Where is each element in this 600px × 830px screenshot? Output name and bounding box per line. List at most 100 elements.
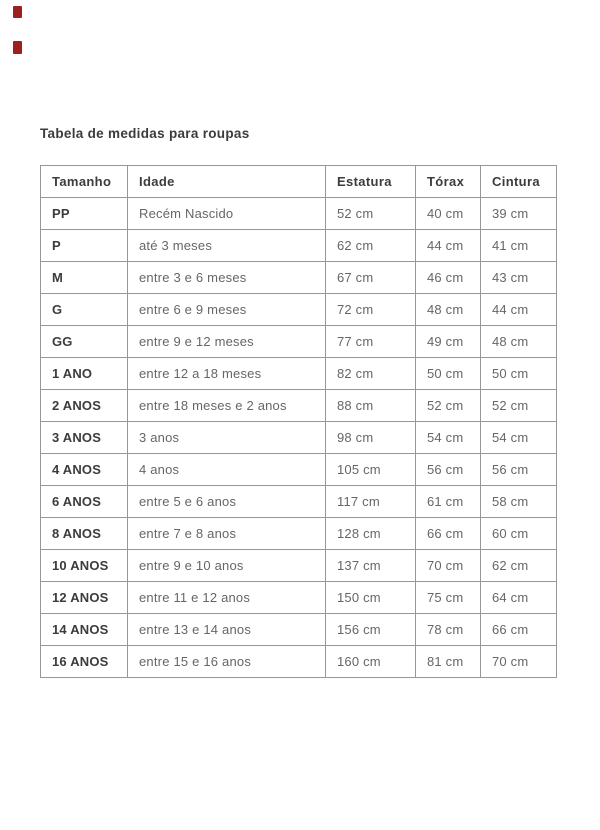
column-header-idade: Idade (127, 165, 326, 198)
waist-cell: 66 cm (480, 613, 557, 646)
height-cell: 52 cm (325, 197, 416, 230)
age-cell: entre 11 e 12 anos (127, 581, 326, 614)
table-row: 14 ANOS entre 13 e 14 anos 156 cm 78 cm … (40, 613, 557, 646)
size-cell: 10 ANOS (40, 549, 128, 582)
size-cell: 2 ANOS (40, 389, 128, 422)
height-cell: 77 cm (325, 325, 416, 358)
waist-cell: 44 cm (480, 293, 557, 326)
waist-cell: 54 cm (480, 421, 557, 454)
column-header-estatura: Estatura (325, 165, 416, 198)
table-row: GG entre 9 e 12 meses 77 cm 49 cm 48 cm (40, 325, 557, 358)
chest-cell: 52 cm (415, 389, 481, 422)
age-cell: Recém Nascido (127, 197, 326, 230)
waist-cell: 70 cm (480, 645, 557, 678)
height-cell: 62 cm (325, 229, 416, 262)
age-cell: entre 6 e 9 meses (127, 293, 326, 326)
chest-cell: 44 cm (415, 229, 481, 262)
chest-cell: 49 cm (415, 325, 481, 358)
waist-cell: 41 cm (480, 229, 557, 262)
age-cell: entre 13 e 14 anos (127, 613, 326, 646)
size-cell: 1 ANO (40, 357, 128, 390)
height-cell: 88 cm (325, 389, 416, 422)
size-cell: M (40, 261, 128, 294)
size-cell: 6 ANOS (40, 485, 128, 518)
chest-cell: 81 cm (415, 645, 481, 678)
size-cell: 3 ANOS (40, 421, 128, 454)
height-cell: 160 cm (325, 645, 416, 678)
height-cell: 128 cm (325, 517, 416, 550)
header-row: Tamanho Idade Estatura Tórax Cintura (40, 165, 557, 198)
size-cell: 14 ANOS (40, 613, 128, 646)
chest-cell: 66 cm (415, 517, 481, 550)
red-mark-top (13, 6, 22, 18)
size-cell: 12 ANOS (40, 581, 128, 614)
size-cell: GG (40, 325, 128, 358)
age-cell: 4 anos (127, 453, 326, 486)
chest-cell: 75 cm (415, 581, 481, 614)
size-cell: G (40, 293, 128, 326)
table-row: P até 3 meses 62 cm 44 cm 41 cm (40, 229, 557, 262)
age-cell: entre 5 e 6 anos (127, 485, 326, 518)
height-cell: 105 cm (325, 453, 416, 486)
table-row: M entre 3 e 6 meses 67 cm 46 cm 43 cm (40, 261, 557, 294)
table-row: 10 ANOS entre 9 e 10 anos 137 cm 70 cm 6… (40, 549, 557, 582)
waist-cell: 56 cm (480, 453, 557, 486)
height-cell: 156 cm (325, 613, 416, 646)
height-cell: 67 cm (325, 261, 416, 294)
waist-cell: 62 cm (480, 549, 557, 582)
chest-cell: 46 cm (415, 261, 481, 294)
chest-cell: 48 cm (415, 293, 481, 326)
column-header-torax: Tórax (415, 165, 481, 198)
waist-cell: 48 cm (480, 325, 557, 358)
age-cell: 3 anos (127, 421, 326, 454)
chest-cell: 61 cm (415, 485, 481, 518)
chest-cell: 54 cm (415, 421, 481, 454)
waist-cell: 43 cm (480, 261, 557, 294)
waist-cell: 50 cm (480, 357, 557, 390)
height-cell: 137 cm (325, 549, 416, 582)
age-cell: entre 12 a 18 meses (127, 357, 326, 390)
table-row: 4 ANOS 4 anos 105 cm 56 cm 56 cm (40, 453, 557, 486)
page-title: Tabela de medidas para roupas (40, 126, 250, 141)
table-row: 3 ANOS 3 anos 98 cm 54 cm 54 cm (40, 421, 557, 454)
waist-cell: 60 cm (480, 517, 557, 550)
waist-cell: 39 cm (480, 197, 557, 230)
height-cell: 82 cm (325, 357, 416, 390)
height-cell: 117 cm (325, 485, 416, 518)
age-cell: entre 9 e 12 meses (127, 325, 326, 358)
table-row: 6 ANOS entre 5 e 6 anos 117 cm 61 cm 58 … (40, 485, 557, 518)
height-cell: 150 cm (325, 581, 416, 614)
waist-cell: 64 cm (480, 581, 557, 614)
table-row: 8 ANOS entre 7 e 8 anos 128 cm 66 cm 60 … (40, 517, 557, 550)
size-cell: PP (40, 197, 128, 230)
column-header-tamanho: Tamanho (40, 165, 128, 198)
chest-cell: 40 cm (415, 197, 481, 230)
chest-cell: 78 cm (415, 613, 481, 646)
table-row: PP Recém Nascido 52 cm 40 cm 39 cm (40, 197, 557, 230)
age-cell: entre 15 e 16 anos (127, 645, 326, 678)
table-row: 1 ANO entre 12 a 18 meses 82 cm 50 cm 50… (40, 357, 557, 390)
table-row: G entre 6 e 9 meses 72 cm 48 cm 44 cm (40, 293, 557, 326)
size-cell: P (40, 229, 128, 262)
red-mark-bottom (13, 41, 22, 54)
age-cell: entre 7 e 8 anos (127, 517, 326, 550)
height-cell: 72 cm (325, 293, 416, 326)
age-cell: entre 3 e 6 meses (127, 261, 326, 294)
waist-cell: 58 cm (480, 485, 557, 518)
table-row: 16 ANOS entre 15 e 16 anos 160 cm 81 cm … (40, 645, 557, 678)
chest-cell: 56 cm (415, 453, 481, 486)
chest-cell: 50 cm (415, 357, 481, 390)
size-cell: 8 ANOS (40, 517, 128, 550)
chest-cell: 70 cm (415, 549, 481, 582)
table-row: 12 ANOS entre 11 e 12 anos 150 cm 75 cm … (40, 581, 557, 614)
column-header-cintura: Cintura (480, 165, 557, 198)
height-cell: 98 cm (325, 421, 416, 454)
size-measurements-table: Tamanho Idade Estatura Tórax Cintura PP … (40, 165, 557, 678)
table-row: 2 ANOS entre 18 meses e 2 anos 88 cm 52 … (40, 389, 557, 422)
size-cell: 4 ANOS (40, 453, 128, 486)
size-cell: 16 ANOS (40, 645, 128, 678)
age-cell: até 3 meses (127, 229, 326, 262)
waist-cell: 52 cm (480, 389, 557, 422)
age-cell: entre 18 meses e 2 anos (127, 389, 326, 422)
age-cell: entre 9 e 10 anos (127, 549, 326, 582)
